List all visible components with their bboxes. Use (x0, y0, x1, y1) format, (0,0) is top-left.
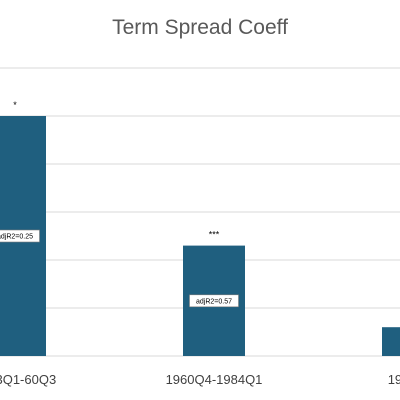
chart-title: Term Spread Coeff (112, 16, 288, 39)
annotation-label: adjR2=0.57 (196, 298, 232, 305)
x-tick-label: 1984Q2- (388, 372, 400, 387)
annotation-box (189, 294, 239, 308)
annotation-box (0, 229, 40, 243)
annotation-label: adjR2=0.25 (0, 234, 33, 241)
x-tick-label: 1960Q4-1984Q1 (166, 372, 263, 387)
significance-label: *** (209, 230, 220, 240)
significance-label: * (13, 100, 17, 110)
bar (382, 327, 400, 356)
x-tick-label: 1953Q1-60Q3 (0, 372, 56, 387)
